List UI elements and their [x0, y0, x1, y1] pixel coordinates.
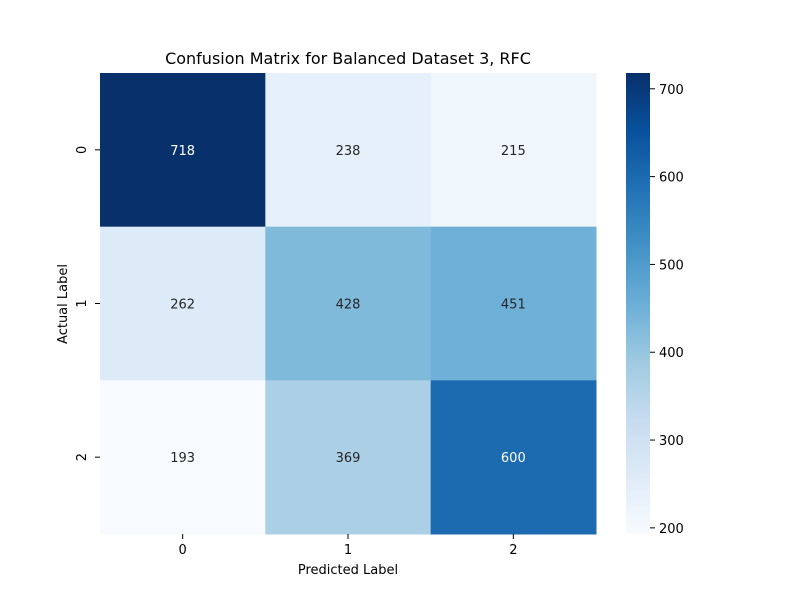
cell-value-labels: 718 238 215 262 428 451 193 369 600	[170, 144, 525, 466]
colorbar-tick-label: 400	[659, 346, 684, 361]
colorbar-tick-label: 200	[659, 522, 684, 537]
cell-value-label: 238	[336, 144, 361, 159]
cell-value-label: 193	[170, 451, 195, 466]
cell-value-label: 428	[336, 298, 361, 313]
heatmap-cell-r1-c2	[430, 226, 597, 381]
x-axis-label: Predicted Label	[298, 563, 398, 578]
heatmap-cell-r1-c1	[265, 226, 432, 381]
heatmap-cell-r2-c1	[265, 380, 432, 535]
heatmap-cell-r0-c0	[100, 73, 266, 228]
colorbar-ticks: 200 300 400 500 600 700	[650, 83, 684, 537]
x-tick-label: 1	[344, 543, 352, 558]
cell-value-label: 215	[501, 144, 526, 159]
heatmap-cell-r2-c2	[430, 380, 597, 535]
colorbar	[626, 73, 650, 534]
cell-value-label: 600	[501, 451, 526, 466]
x-tick-label: 0	[179, 543, 187, 558]
cell-value-label: 718	[170, 144, 195, 159]
x-tick-label: 2	[509, 543, 517, 558]
cell-value-label: 451	[501, 298, 526, 313]
heatmap-cell-r0-c1	[265, 73, 432, 228]
y-axis-label: Actual Label	[56, 264, 71, 344]
colorbar-tick-label: 700	[659, 83, 684, 98]
x-axis-ticks: 0 1 2	[179, 534, 517, 558]
heatmap-cell-r1-c0	[100, 226, 266, 381]
y-axis-ticks: 0 1 2	[75, 146, 100, 461]
colorbar-tick-label: 300	[659, 434, 684, 449]
cell-value-label: 262	[170, 298, 195, 313]
heatmap-cells	[100, 73, 597, 535]
y-tick-label: 2	[75, 453, 90, 461]
colorbar-tick-label: 500	[659, 258, 684, 273]
chart-title: Confusion Matrix for Balanced Dataset 3,…	[165, 49, 531, 68]
heatmap-cell-r0-c2	[430, 73, 597, 228]
cell-value-label: 369	[336, 451, 361, 466]
heatmap-cell-r2-c0	[100, 380, 266, 535]
colorbar-tick-label: 600	[659, 171, 684, 186]
y-tick-label: 1	[75, 299, 90, 307]
y-tick-label: 0	[75, 146, 90, 154]
